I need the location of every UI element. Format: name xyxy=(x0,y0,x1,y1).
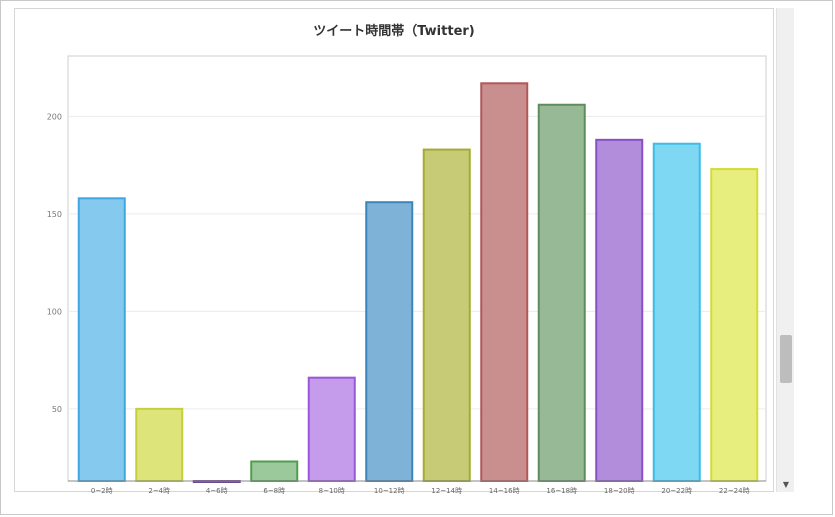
x-tick-label: 16~18時 xyxy=(546,487,577,495)
x-tick-label: 6~8時 xyxy=(263,487,285,495)
y-tick-label: 100 xyxy=(47,307,62,316)
bar xyxy=(135,407,184,482)
x-tick-label: 20~22時 xyxy=(661,487,692,495)
bar xyxy=(250,460,299,482)
x-tick-label: 8~10時 xyxy=(319,487,345,495)
bar xyxy=(537,103,586,483)
x-tick-label: 14~16時 xyxy=(489,487,520,495)
x-tick-label: 12~14時 xyxy=(431,487,462,495)
scrollbar-thumb[interactable] xyxy=(780,335,792,383)
x-tick-label: 0~2時 xyxy=(91,487,113,495)
y-tick-label: 150 xyxy=(47,210,62,219)
bar xyxy=(595,138,644,483)
vertical-scrollbar[interactable]: ▼ xyxy=(776,8,794,492)
scroll-down-arrow-icon[interactable]: ▼ xyxy=(782,480,790,489)
bar xyxy=(365,201,414,482)
x-tick-label: 18~20時 xyxy=(604,487,635,495)
bar xyxy=(422,148,471,483)
bar xyxy=(480,82,529,482)
x-tick-label: 4~6時 xyxy=(206,487,228,495)
bar xyxy=(652,142,701,482)
y-tick-label: 50 xyxy=(52,405,62,414)
chart-title: ツイート時間帯（Twitter) xyxy=(313,24,475,39)
x-tick-label: 10~12時 xyxy=(374,487,405,495)
y-tick-label: 200 xyxy=(47,112,62,121)
x-tick-label: 22~24時 xyxy=(719,487,750,495)
bar xyxy=(710,168,759,482)
bar xyxy=(77,197,126,482)
x-tick-label: 2~4時 xyxy=(148,487,170,495)
bar xyxy=(307,376,356,483)
